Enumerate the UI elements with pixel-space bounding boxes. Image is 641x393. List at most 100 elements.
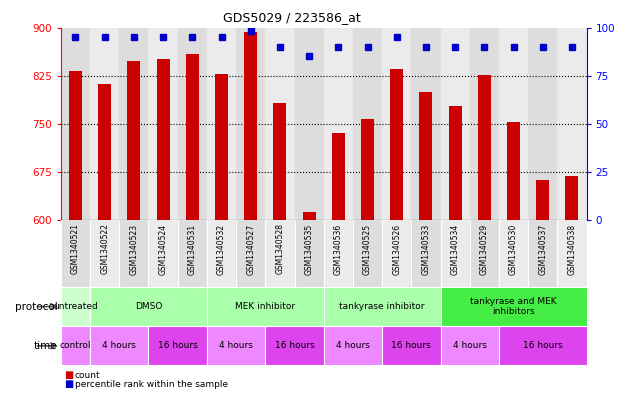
Bar [303, 212, 315, 220]
Bar [178, 220, 207, 287]
Bar [528, 28, 557, 220]
Bar [528, 220, 557, 287]
Bar [412, 220, 440, 287]
Text: protocol: protocol [15, 301, 58, 312]
Bar [557, 220, 587, 287]
Bar [61, 220, 90, 287]
Bar [382, 220, 412, 287]
Bar [536, 180, 549, 220]
Bar [207, 28, 236, 220]
Text: GDS5029 / 223586_at: GDS5029 / 223586_at [223, 11, 360, 24]
Bar [265, 326, 324, 365]
Bar [244, 32, 257, 220]
Text: GSM1340523: GSM1340523 [129, 223, 138, 275]
Text: 16 hours: 16 hours [274, 342, 314, 350]
Bar [90, 287, 207, 326]
Text: control: control [60, 342, 91, 350]
Text: count: count [75, 371, 101, 380]
Text: tankyrase inhibitor: tankyrase inhibitor [339, 302, 425, 311]
Text: GSM1340525: GSM1340525 [363, 223, 372, 275]
Text: GSM1340532: GSM1340532 [217, 223, 226, 275]
Text: MEK inhibitor: MEK inhibitor [235, 302, 296, 311]
Text: 4 hours: 4 hours [219, 342, 253, 350]
Bar [440, 326, 499, 365]
Bar [178, 28, 207, 220]
Bar [61, 326, 90, 365]
Text: 16 hours: 16 hours [523, 342, 563, 350]
Bar [353, 220, 382, 287]
Text: GSM1340529: GSM1340529 [480, 223, 489, 275]
Bar [557, 28, 587, 220]
Text: GSM1340530: GSM1340530 [509, 223, 518, 275]
Text: 16 hours: 16 hours [158, 342, 197, 350]
Text: GSM1340526: GSM1340526 [392, 223, 401, 275]
Bar [236, 28, 265, 220]
Text: untreated: untreated [53, 302, 98, 311]
Bar [207, 326, 265, 365]
Bar [324, 287, 440, 326]
Text: GSM1340538: GSM1340538 [567, 223, 576, 275]
Bar [332, 133, 345, 220]
Bar [440, 28, 470, 220]
Bar [119, 220, 149, 287]
Text: GSM1340521: GSM1340521 [71, 223, 80, 274]
Bar [565, 176, 578, 220]
Bar [215, 74, 228, 220]
Bar [98, 84, 112, 220]
Bar [186, 55, 199, 220]
Text: ■: ■ [64, 379, 73, 389]
Bar [119, 28, 149, 220]
Bar [412, 28, 440, 220]
Bar [294, 220, 324, 287]
Bar [156, 59, 170, 220]
Bar [470, 28, 499, 220]
Bar [324, 220, 353, 287]
Bar [69, 71, 82, 220]
Bar [353, 28, 382, 220]
Bar [390, 69, 403, 220]
Bar [294, 28, 324, 220]
Bar [382, 28, 412, 220]
Bar [440, 220, 470, 287]
Text: GSM1340536: GSM1340536 [334, 223, 343, 275]
Bar [382, 326, 440, 365]
Bar [149, 28, 178, 220]
Text: 4 hours: 4 hours [336, 342, 370, 350]
Bar [449, 107, 462, 220]
Text: GSM1340537: GSM1340537 [538, 223, 547, 275]
Bar [470, 220, 499, 287]
Bar [61, 28, 90, 220]
Bar [507, 122, 520, 220]
Text: GSM1340535: GSM1340535 [304, 223, 313, 275]
Bar [499, 28, 528, 220]
Bar [361, 119, 374, 220]
Bar [149, 220, 178, 287]
Bar [265, 220, 294, 287]
Bar [265, 28, 294, 220]
Bar [499, 326, 587, 365]
Text: percentile rank within the sample: percentile rank within the sample [75, 380, 228, 389]
Text: GSM1340531: GSM1340531 [188, 223, 197, 275]
Bar [273, 103, 287, 220]
Text: GSM1340527: GSM1340527 [246, 223, 255, 275]
Bar [499, 220, 528, 287]
Text: GSM1340522: GSM1340522 [100, 223, 109, 274]
Bar [478, 75, 491, 220]
Text: time: time [34, 341, 58, 351]
Text: tankyrase and MEK
inhibitors: tankyrase and MEK inhibitors [470, 297, 557, 316]
Bar [207, 287, 324, 326]
Text: GSM1340534: GSM1340534 [451, 223, 460, 275]
Text: DMSO: DMSO [135, 302, 162, 311]
Bar [324, 28, 353, 220]
Text: GSM1340528: GSM1340528 [276, 223, 285, 274]
Bar [419, 92, 433, 220]
Text: GSM1340524: GSM1340524 [158, 223, 167, 275]
Bar [207, 220, 236, 287]
Bar [90, 326, 149, 365]
Text: 16 hours: 16 hours [392, 342, 431, 350]
Bar [236, 220, 265, 287]
Bar [90, 220, 119, 287]
Text: 4 hours: 4 hours [453, 342, 487, 350]
Bar [440, 287, 587, 326]
Text: 4 hours: 4 hours [103, 342, 137, 350]
